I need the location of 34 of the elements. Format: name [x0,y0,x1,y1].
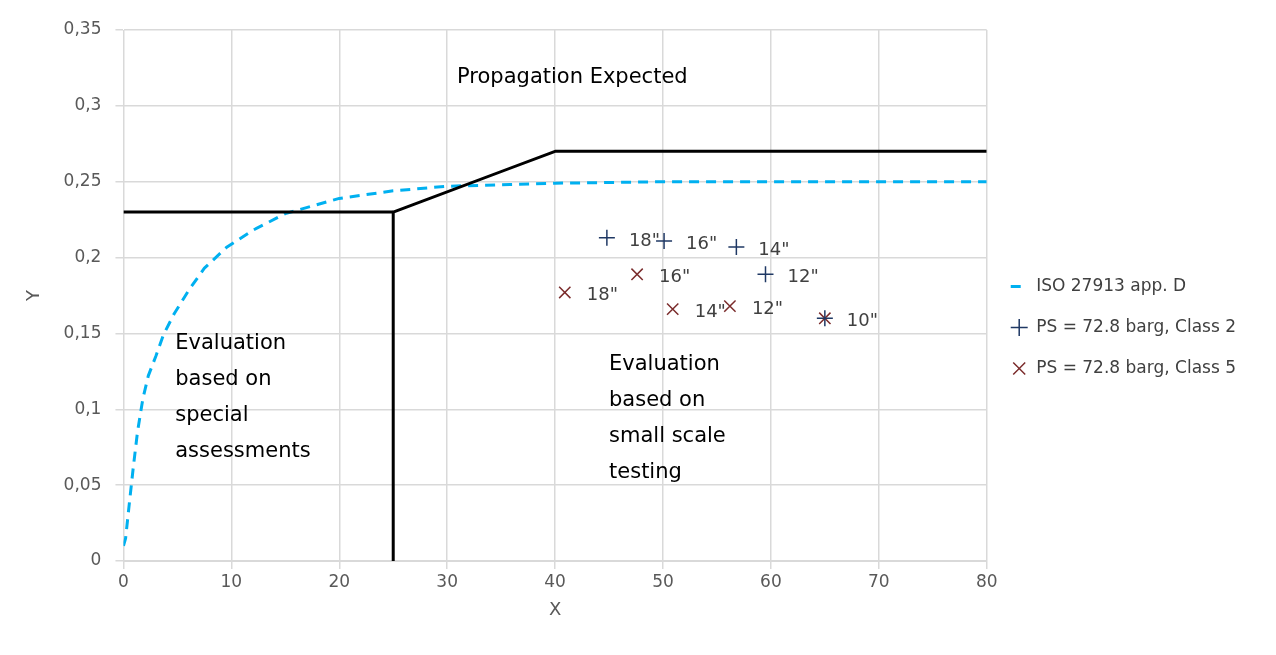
x-tick-label: 40 [544,570,566,591]
annotation: Propagation Expected [457,64,688,89]
legend-label: PS = 72.8 barg, Class 2 [1036,315,1237,336]
x-axis-title: X [548,597,562,619]
y-tick-label: 0,2 [74,245,102,266]
annotation: 16" [686,231,718,253]
x-tick-label: 0 [118,570,129,591]
x-tick-label: 70 [867,570,890,591]
y-tick-label: 0,35 [63,18,102,39]
x-tick-label: 60 [760,570,782,591]
annotation: 18" [628,228,661,250]
y-tick-label: 0 [90,549,102,570]
y-tick-label: 0,05 [63,473,102,494]
y-axis-title: Y [22,289,44,302]
x-tick-label: 20 [328,570,351,591]
annotation: Evaluation based on special assessments [175,329,311,462]
y-tick-label: 0,15 [63,321,102,342]
annotation: Evaluation based on small scale testing [609,350,726,483]
y-tick-label: 0,25 [63,170,102,191]
annotation: 14" [758,237,790,259]
annotation: 14" [694,299,726,321]
annotation: 12" [787,264,819,286]
x-tick-label: 50 [652,570,674,591]
annotation: 18" [586,283,618,305]
x-tick-label: 30 [436,570,458,591]
x-tick-label: 80 [975,570,998,591]
annotation: 10" [846,308,879,330]
y-tick-label: 0,3 [74,94,102,115]
annotation: 12" [751,296,784,318]
annotation: 16" [659,264,691,286]
x-tick-label: 10 [220,570,243,591]
y-tick-label: 0,1 [74,397,102,418]
legend-label: ISO 27913 app. D [1036,274,1187,295]
legend-label: PS = 72.8 barg, Class 5 [1036,356,1237,377]
